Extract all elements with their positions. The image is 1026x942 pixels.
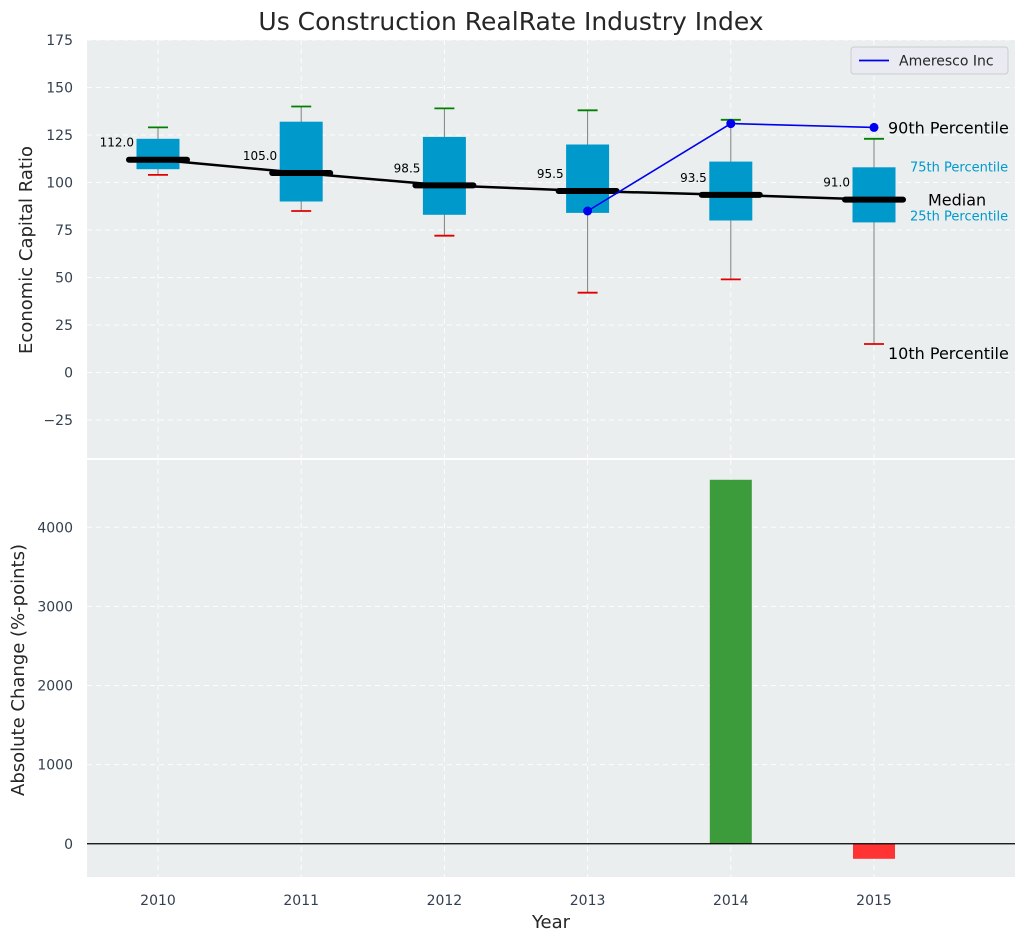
iqr-box (279, 121, 323, 202)
company-point (726, 119, 736, 129)
x-tick-label: 2011 (283, 893, 319, 909)
median-value-label: 98.5 (394, 161, 421, 175)
marks-layer: Ameresco Inc (87, 46, 1015, 859)
bottom-y-tick-label: 1000 (37, 758, 73, 774)
top-y-tick-label: 175 (46, 33, 73, 49)
change-bar (853, 843, 895, 859)
x-axis-title: Year (531, 912, 571, 933)
median-value-label: 105.0 (243, 149, 277, 163)
annotation-25th-percentile: 25th Percentile (910, 209, 1008, 224)
iqr-box (852, 167, 896, 223)
chart-title: Us Construction RealRate Industry Index (258, 7, 763, 36)
iqr-box (709, 161, 753, 221)
top-y-tick-label: 100 (46, 176, 73, 192)
median-value-label: 95.5 (537, 167, 564, 181)
annotation-90th-percentile: 90th Percentile (888, 118, 1009, 137)
median-value-label: 93.5 (680, 171, 707, 185)
company-point (583, 206, 593, 216)
bottom-y-tick-label: 0 (64, 837, 73, 853)
change-bar (709, 479, 752, 844)
annotation-10th-percentile: 10th Percentile (888, 344, 1009, 363)
top-y-axis-title: Economic Capital Ratio (16, 146, 37, 354)
top-y-tick-label: 150 (46, 81, 73, 97)
top-y-tick-label: 0 (64, 366, 73, 382)
bottom-y-axis-title: Absolute Change (%-points) (8, 544, 29, 796)
x-tick-label: 2015 (856, 893, 892, 909)
median-value-label: 91.0 (823, 176, 850, 190)
background-layer (87, 40, 1015, 877)
x-tick-label: 2014 (713, 893, 749, 909)
company-point (869, 122, 879, 132)
x-tick-label: 2010 (140, 893, 176, 909)
annotation-75th-percentile: 75th Percentile (910, 160, 1008, 175)
iqr-box (422, 136, 466, 215)
top-y-tick-label: −25 (43, 413, 73, 429)
bottom-y-tick-label: 4000 (37, 520, 73, 536)
bottom-panel-background (87, 460, 1015, 877)
text-layer: Us Construction RealRate Industry Index … (8, 7, 1009, 933)
bottom-y-tick-label: 2000 (37, 679, 73, 695)
top-y-tick-label: 25 (55, 318, 73, 334)
x-tick-label: 2012 (427, 893, 463, 909)
median-value-label: 112.0 (100, 136, 134, 150)
legend: Ameresco Inc (850, 46, 1009, 75)
x-tick-label: 2013 (570, 893, 606, 909)
bottom-y-tick-label: 3000 (37, 599, 73, 615)
top-y-tick-label: 50 (55, 271, 73, 287)
iqr-box (136, 138, 180, 170)
legend-box (850, 46, 1009, 75)
legend-label: Ameresco Inc (899, 54, 994, 70)
top-y-tick-label: 75 (55, 223, 73, 239)
top-y-tick-label: 125 (46, 128, 73, 144)
annotation-median: Median (928, 191, 986, 210)
top-panel-background (87, 40, 1015, 458)
